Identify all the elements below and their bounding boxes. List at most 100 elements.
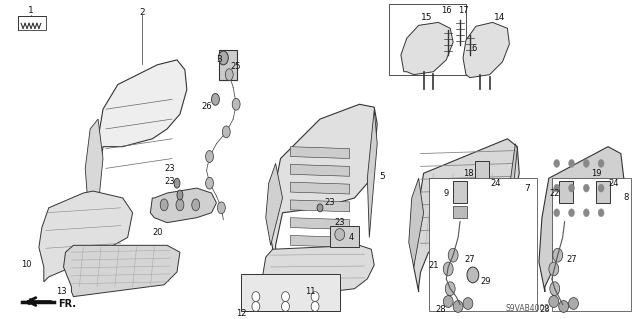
Text: 24: 24 bbox=[490, 179, 501, 188]
Ellipse shape bbox=[453, 300, 463, 312]
Text: 24: 24 bbox=[609, 179, 619, 188]
Text: 28: 28 bbox=[540, 305, 550, 314]
Polygon shape bbox=[409, 178, 424, 267]
Polygon shape bbox=[291, 147, 349, 159]
Ellipse shape bbox=[205, 177, 214, 189]
Polygon shape bbox=[263, 245, 374, 299]
Ellipse shape bbox=[463, 298, 473, 309]
Polygon shape bbox=[271, 104, 377, 265]
Text: 23: 23 bbox=[164, 164, 175, 173]
Ellipse shape bbox=[218, 202, 225, 214]
Polygon shape bbox=[63, 245, 180, 297]
Text: 17: 17 bbox=[458, 6, 468, 15]
Polygon shape bbox=[463, 22, 509, 78]
Polygon shape bbox=[509, 144, 517, 233]
Ellipse shape bbox=[282, 292, 289, 301]
Polygon shape bbox=[291, 164, 349, 176]
Text: 13: 13 bbox=[56, 287, 67, 296]
Ellipse shape bbox=[252, 301, 260, 311]
Text: 6: 6 bbox=[471, 43, 477, 53]
Bar bbox=[453, 181, 467, 203]
Text: 29: 29 bbox=[481, 277, 491, 286]
Ellipse shape bbox=[282, 301, 289, 311]
Ellipse shape bbox=[550, 282, 560, 296]
Bar bbox=[220, 50, 237, 80]
Text: 28: 28 bbox=[435, 305, 445, 314]
Ellipse shape bbox=[317, 204, 323, 212]
Polygon shape bbox=[39, 191, 132, 282]
Polygon shape bbox=[22, 299, 34, 305]
Text: 21: 21 bbox=[428, 261, 438, 270]
Bar bbox=[389, 4, 466, 75]
Ellipse shape bbox=[554, 184, 560, 192]
Text: 27: 27 bbox=[566, 255, 577, 263]
Ellipse shape bbox=[311, 292, 319, 301]
Ellipse shape bbox=[218, 51, 228, 65]
Text: 2: 2 bbox=[140, 8, 145, 17]
Ellipse shape bbox=[568, 209, 575, 217]
Ellipse shape bbox=[222, 126, 230, 138]
Polygon shape bbox=[150, 188, 216, 223]
Ellipse shape bbox=[232, 98, 240, 110]
Ellipse shape bbox=[252, 292, 260, 301]
Ellipse shape bbox=[311, 301, 319, 311]
Ellipse shape bbox=[445, 282, 455, 296]
Ellipse shape bbox=[598, 184, 604, 192]
Ellipse shape bbox=[598, 160, 604, 167]
Text: 7: 7 bbox=[524, 184, 530, 193]
Bar bbox=[559, 181, 573, 203]
Ellipse shape bbox=[568, 298, 579, 309]
Bar bbox=[429, 178, 537, 311]
Polygon shape bbox=[91, 60, 187, 252]
Text: 23: 23 bbox=[164, 177, 175, 186]
Polygon shape bbox=[413, 139, 519, 292]
Polygon shape bbox=[291, 182, 349, 194]
Ellipse shape bbox=[174, 178, 180, 188]
Text: S9VAB4002: S9VAB4002 bbox=[505, 304, 549, 313]
Text: 12: 12 bbox=[236, 309, 246, 318]
Ellipse shape bbox=[176, 199, 184, 211]
Polygon shape bbox=[291, 200, 349, 212]
Bar bbox=[596, 181, 610, 203]
Text: 8: 8 bbox=[623, 193, 628, 203]
Polygon shape bbox=[539, 147, 624, 292]
Text: 3: 3 bbox=[216, 56, 222, 64]
Polygon shape bbox=[266, 163, 282, 245]
Ellipse shape bbox=[584, 160, 589, 167]
Text: 11: 11 bbox=[305, 287, 316, 296]
Ellipse shape bbox=[444, 262, 453, 276]
Ellipse shape bbox=[177, 190, 183, 200]
Text: 16: 16 bbox=[441, 6, 452, 15]
Bar bbox=[18, 17, 46, 30]
Polygon shape bbox=[367, 109, 377, 237]
Ellipse shape bbox=[549, 262, 559, 276]
Ellipse shape bbox=[444, 296, 453, 308]
Text: 23: 23 bbox=[335, 218, 345, 227]
Text: 22: 22 bbox=[550, 189, 560, 197]
Ellipse shape bbox=[448, 248, 458, 262]
Text: 1: 1 bbox=[28, 6, 34, 15]
Ellipse shape bbox=[211, 93, 220, 105]
Ellipse shape bbox=[559, 300, 568, 312]
Ellipse shape bbox=[205, 151, 214, 162]
Bar bbox=[475, 161, 489, 183]
Text: 5: 5 bbox=[380, 172, 385, 181]
Text: 9: 9 bbox=[444, 189, 449, 197]
Ellipse shape bbox=[568, 160, 575, 167]
Text: FR.: FR. bbox=[59, 300, 77, 309]
Ellipse shape bbox=[160, 199, 168, 211]
Ellipse shape bbox=[335, 228, 345, 241]
Text: 14: 14 bbox=[494, 13, 505, 22]
Ellipse shape bbox=[549, 296, 559, 308]
Ellipse shape bbox=[598, 209, 604, 217]
Ellipse shape bbox=[554, 160, 560, 167]
Text: 23: 23 bbox=[324, 198, 335, 207]
Bar bbox=[453, 206, 467, 218]
Text: 27: 27 bbox=[465, 255, 476, 263]
Ellipse shape bbox=[568, 184, 575, 192]
Text: 4: 4 bbox=[349, 233, 354, 242]
Polygon shape bbox=[291, 235, 349, 247]
Ellipse shape bbox=[554, 209, 560, 217]
Text: 26: 26 bbox=[201, 102, 212, 111]
Ellipse shape bbox=[584, 209, 589, 217]
